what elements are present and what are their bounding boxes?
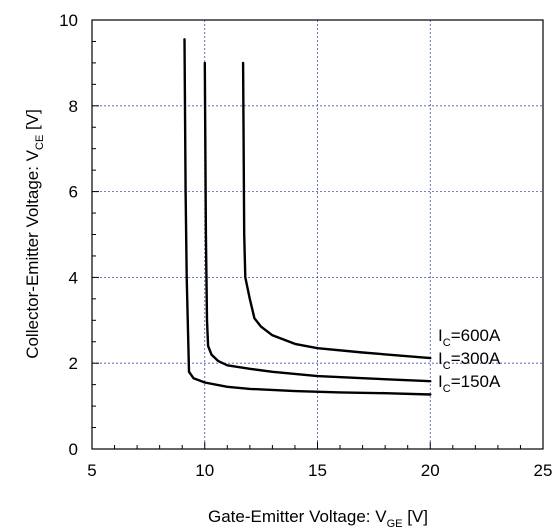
x-tick-label: 25 — [534, 461, 553, 480]
series-line-ic-150a — [183, 38, 432, 396]
y-tick-label: 2 — [69, 354, 78, 373]
grid — [92, 20, 543, 449]
series-label-150a: IC=150A — [438, 372, 501, 395]
series-line-ic-600a — [241, 61, 432, 360]
series-line-ic-300a — [203, 61, 432, 383]
x-tick-label: 5 — [87, 461, 96, 480]
series-label-300a: IC=300A — [438, 349, 501, 372]
x-tick-label: 15 — [308, 461, 327, 480]
y-axis-label: Collector-Emitter Voltage: VCE [V] — [23, 109, 46, 359]
y-tick-label: 10 — [59, 11, 78, 30]
y-tick-label: 8 — [69, 97, 78, 116]
y-tick-label: 4 — [69, 268, 78, 287]
x-tick-label: 20 — [421, 461, 440, 480]
series-layer — [183, 38, 432, 396]
series-label-600a: IC=600A — [438, 326, 501, 349]
plot-frame — [91, 19, 544, 450]
x-axis-label: Gate-Emitter Voltage: VGE [V] — [208, 507, 428, 530]
y-tick-label: 0 — [69, 440, 78, 459]
x-tick-label: 10 — [195, 461, 214, 480]
tick-labels: 5 10 15 20 25 0 2 4 6 8 10 — [59, 11, 552, 480]
y-tick-label: 6 — [69, 183, 78, 202]
